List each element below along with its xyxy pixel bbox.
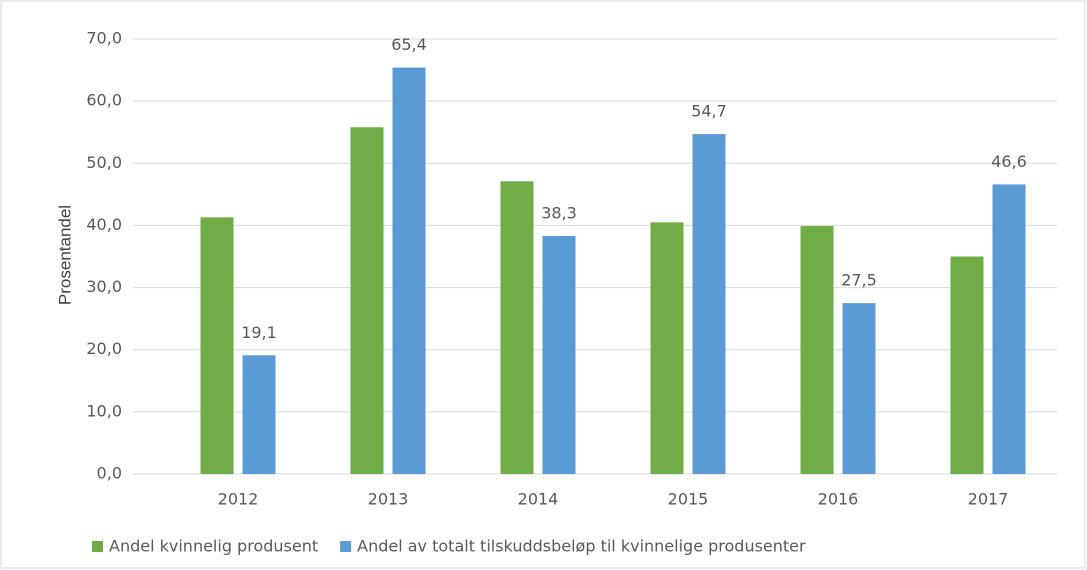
y-tick-label: 40,0 — [86, 215, 122, 234]
y-tick-label: 0,0 — [97, 464, 122, 483]
bar — [200, 217, 234, 474]
x-tick-label: 2015 — [668, 490, 709, 509]
y-tick-label: 70,0 — [86, 29, 122, 48]
bar — [350, 127, 384, 474]
bar — [950, 256, 984, 474]
x-tick-label: 2014 — [518, 490, 559, 509]
y-tick-label: 50,0 — [86, 153, 122, 172]
y-tick-label: 30,0 — [86, 277, 122, 296]
data-label: 19,1 — [241, 323, 277, 342]
bar — [242, 355, 276, 474]
y-tick-label: 60,0 — [86, 91, 122, 110]
legend-swatch — [92, 541, 103, 552]
x-tick-label: 2016 — [818, 490, 859, 509]
legend-label: Andel av totalt tilskuddsbeløp til kvinn… — [357, 537, 806, 556]
data-label: 54,7 — [691, 102, 727, 121]
bar — [650, 222, 684, 474]
x-tick-label: 2013 — [368, 490, 409, 509]
legend-swatch — [340, 541, 352, 552]
bar — [800, 226, 834, 474]
y-tick-label: 20,0 — [86, 339, 122, 358]
x-tick-label: 2017 — [968, 490, 1009, 509]
y-tick-label: 10,0 — [86, 401, 122, 420]
bar — [842, 303, 876, 474]
bar — [542, 235, 576, 474]
data-label: 46,6 — [991, 152, 1027, 171]
bar — [692, 134, 726, 475]
x-tick-label: 2012 — [218, 490, 259, 509]
data-label: 38,3 — [541, 203, 577, 222]
data-label: 27,5 — [841, 271, 877, 290]
legend-label: Andel kvinnelig produsent — [109, 537, 318, 556]
bar — [392, 67, 426, 474]
bar — [992, 184, 1026, 474]
y-axis-title: Prosentandel — [55, 205, 74, 305]
data-label: 65,4 — [391, 35, 427, 54]
bar — [500, 181, 534, 475]
